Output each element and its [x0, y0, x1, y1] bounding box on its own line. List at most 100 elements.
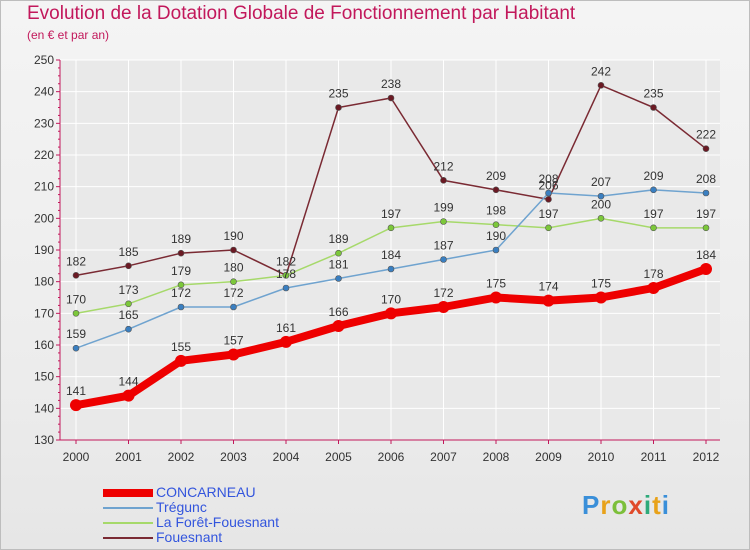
point-fouesnant	[177, 249, 185, 257]
legend-item: La Forêt-Fouesnant	[103, 514, 503, 530]
point-la-foret-fouesnant	[492, 221, 500, 228]
data-label-concarneau: 155	[171, 340, 191, 354]
legend-swatch	[103, 507, 153, 509]
data-label-fouesnant: 185	[118, 245, 138, 259]
data-label-tregunc: 159	[66, 327, 86, 341]
data-label-la-foret-fouesnant: 197	[696, 207, 716, 221]
y-tick-label: 230	[34, 116, 54, 130]
data-label-fouesnant: 182	[276, 254, 296, 268]
data-label-la-foret-fouesnant: 180	[223, 261, 243, 275]
data-label-la-foret-fouesnant: 197	[643, 207, 663, 221]
legend-label: Trégunc	[156, 499, 207, 515]
point-tregunc	[177, 303, 185, 311]
data-label-concarneau: 172	[433, 286, 453, 300]
data-label-concarneau: 178	[643, 267, 663, 281]
data-labels: 182 185 189 190 182 235 238 212 209 206 242 235 222 1…	[66, 64, 716, 398]
legend: CONCARNEAU Trégunc La Forêt-Fouesnant Foues…	[103, 484, 503, 545]
data-label-fouesnant: 235	[643, 87, 663, 101]
point-concarneau	[122, 389, 135, 402]
point-la-foret-fouesnant	[545, 224, 552, 232]
point-la-foret-fouesnant	[335, 249, 342, 257]
point-la-foret-fouesnant	[702, 224, 710, 232]
y-tick-label: 140	[34, 401, 54, 415]
data-label-concarneau: 144	[118, 375, 138, 389]
data-label-concarneau: 174	[538, 280, 558, 294]
grid	[60, 59, 720, 441]
point-concarneau	[280, 335, 292, 348]
y-tick-label: 170	[34, 306, 54, 320]
data-label-la-foret-fouesnant: 173	[118, 283, 138, 297]
point-fouesnant	[650, 104, 657, 111]
chart-subtitle: (en € et par an)	[27, 28, 110, 42]
point-tregunc	[492, 246, 500, 254]
point-fouesnant	[440, 177, 447, 184]
x-tick-label: 2007	[430, 450, 457, 464]
data-label-la-foret-fouesnant: 200	[591, 197, 611, 211]
data-label-la-foret-fouesnant: 179	[171, 264, 191, 278]
data-label-concarneau: 161	[276, 321, 296, 335]
point-concarneau	[490, 291, 502, 304]
point-tregunc	[597, 192, 605, 200]
data-label-tregunc: 178	[276, 267, 296, 281]
point-concarneau	[700, 263, 712, 275]
legend-label: La Forêt-Fouesnant	[156, 514, 279, 530]
data-label-fouesnant: 182	[66, 254, 86, 268]
point-concarneau	[332, 320, 345, 332]
point-la-foret-fouesnant	[72, 310, 80, 317]
chart-title: Evolution de la Dotation Globale de Fonc…	[27, 3, 576, 24]
data-label-tregunc: 208	[538, 172, 558, 186]
point-tregunc	[702, 189, 710, 197]
point-la-foret-fouesnant	[282, 272, 290, 279]
data-label-fouesnant: 235	[328, 87, 348, 101]
data-label-tregunc: 207	[591, 175, 611, 189]
y-tick-label: 130	[34, 433, 54, 447]
data-label-tregunc: 172	[171, 286, 191, 300]
legend-item: Fouesnant	[103, 529, 503, 545]
data-label-concarneau: 170	[381, 292, 401, 306]
x-tick-label: 2001	[115, 450, 142, 464]
x-tick-label: 2004	[273, 450, 300, 464]
point-tregunc	[230, 303, 237, 311]
data-label-fouesnant: 189	[171, 232, 191, 246]
y-tick-label: 150	[34, 370, 54, 384]
point-la-foret-fouesnant	[125, 300, 132, 308]
point-tregunc	[387, 265, 395, 273]
point-concarneau	[70, 399, 82, 412]
x-tick-label: 2003	[220, 450, 247, 464]
legend-label: CONCARNEAU	[156, 484, 256, 500]
point-fouesnant	[702, 145, 710, 152]
y-tick-label: 250	[34, 53, 54, 67]
point-tregunc	[282, 284, 290, 292]
data-label-concarneau: 175	[486, 277, 506, 291]
point-tregunc	[440, 256, 447, 263]
legend-label: Fouesnant	[156, 529, 223, 545]
data-label-tregunc: 181	[328, 258, 348, 272]
point-fouesnant	[125, 262, 132, 270]
point-concarneau	[175, 354, 187, 367]
point-concarneau	[385, 307, 397, 320]
x-tick-label: 2008	[483, 450, 510, 464]
data-label-fouesnant: 238	[381, 77, 401, 91]
data-label-concarneau: 184	[696, 248, 716, 262]
point-fouesnant	[387, 94, 395, 102]
point-tregunc	[125, 325, 132, 333]
point-la-foret-fouesnant	[650, 224, 657, 232]
point-la-foret-fouesnant	[177, 281, 185, 289]
y-tick-label: 200	[34, 211, 54, 225]
legend-swatch	[103, 489, 153, 497]
data-label-tregunc: 187	[433, 239, 453, 253]
point-fouesnant	[72, 272, 80, 279]
x-tick-label: 2000	[63, 450, 90, 464]
legend-swatch	[103, 537, 153, 539]
data-label-la-foret-fouesnant: 170	[66, 292, 86, 306]
data-label-fouesnant: 190	[223, 229, 243, 243]
data-label-concarneau: 166	[328, 305, 348, 319]
x-tick-label: 2012	[693, 450, 720, 464]
point-concarneau	[647, 282, 660, 294]
x-tick-label: 2006	[378, 450, 405, 464]
point-fouesnant	[335, 104, 342, 111]
data-label-tregunc: 208	[696, 172, 716, 186]
x-tick-label: 2002	[168, 450, 195, 464]
data-label-fouesnant: 206	[538, 178, 558, 192]
